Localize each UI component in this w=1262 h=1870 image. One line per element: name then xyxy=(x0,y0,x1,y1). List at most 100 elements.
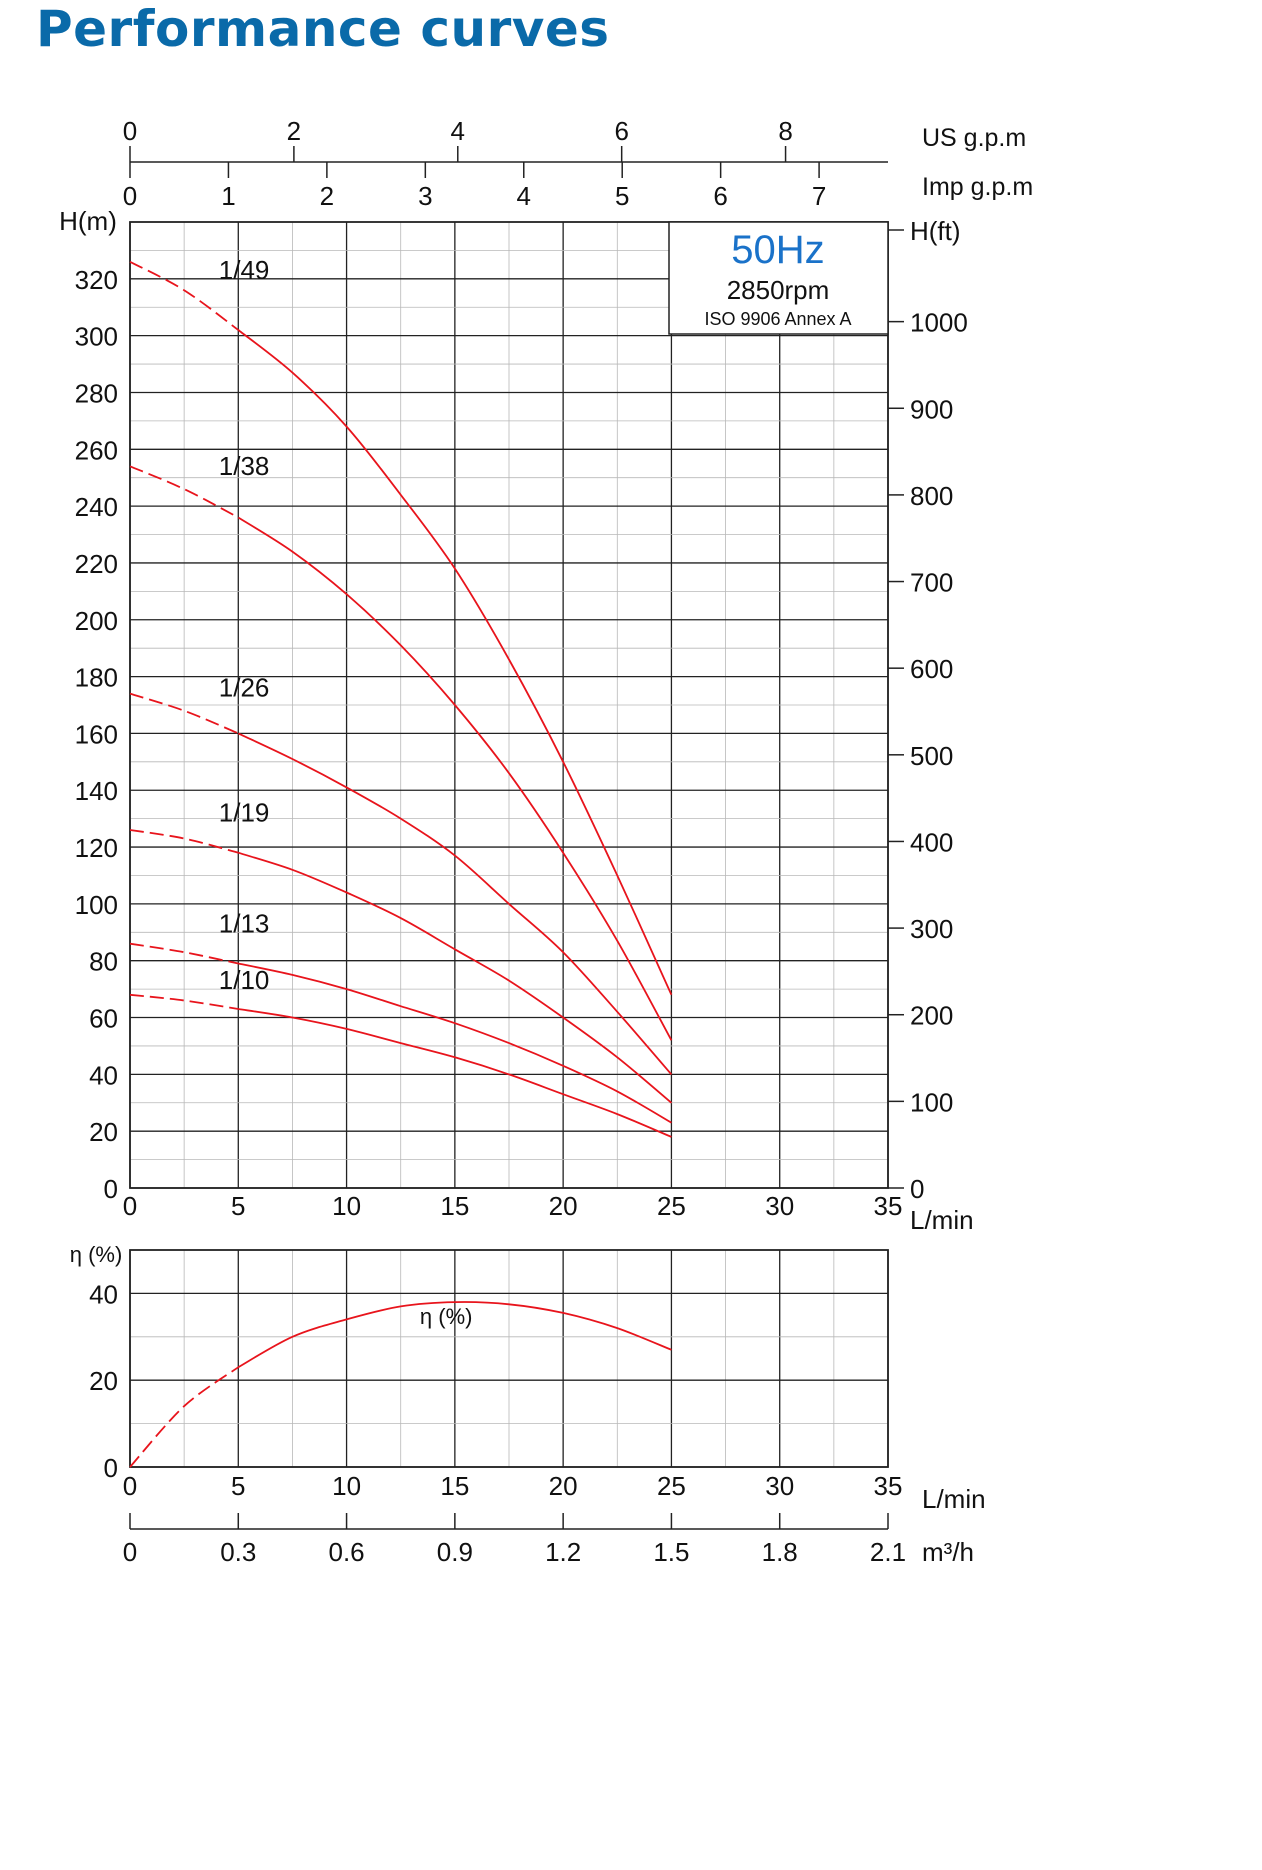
ft-tick-label: 100 xyxy=(910,1087,953,1117)
eff-x-tick-label: 35 xyxy=(874,1471,903,1501)
stage-1-26-curve xyxy=(237,732,673,1075)
head-y-tick-label: 40 xyxy=(89,1060,118,1090)
eff-x-tick-label: 5 xyxy=(231,1471,245,1501)
ft-axis-label: H(ft) xyxy=(910,216,961,246)
eff-y-tick-label: 0 xyxy=(104,1453,118,1483)
series-label: 1/26 xyxy=(219,672,270,702)
ft-tick-label: 1000 xyxy=(910,308,968,338)
head-y-tick-label: 80 xyxy=(89,947,118,977)
head-x-tick-label: 35 xyxy=(874,1191,903,1221)
head-x-tick-label: 0 xyxy=(123,1191,137,1221)
frame-layer xyxy=(129,146,904,1530)
head-y-tick-label: 320 xyxy=(75,265,118,295)
efficiency-curve xyxy=(237,1301,672,1368)
stage-1-13-curve-dashed xyxy=(129,942,239,965)
series-label: 1/49 xyxy=(219,255,270,285)
m3h-tick-label: 1.5 xyxy=(653,1537,689,1567)
imp-gpm-axis-label: Imp g.p.m xyxy=(922,173,1033,201)
eff-y-axis-label: η (%) xyxy=(70,1242,123,1267)
head-y-tick-label: 260 xyxy=(75,435,118,465)
stage-1-13-curve xyxy=(238,962,672,1124)
head-y-tick-label: 100 xyxy=(75,890,118,920)
eff-y-tick-label: 20 xyxy=(89,1366,118,1396)
ft-tick-label: 500 xyxy=(910,741,953,771)
head-y-tick-label: 0 xyxy=(104,1174,118,1204)
stage-1-26-curve-dashed xyxy=(129,692,239,735)
imp-gpm-tick-label: 4 xyxy=(517,181,531,211)
eff-y-tick-label: 40 xyxy=(89,1279,118,1309)
series-label: 1/19 xyxy=(219,797,270,827)
info-box xyxy=(668,221,889,335)
standard-label: ISO 9906 Annex A xyxy=(704,309,851,329)
frequency-label: 50Hz xyxy=(731,228,824,272)
m3h-axis-label: m³/h xyxy=(922,1537,974,1567)
imp-gpm-tick-label: 1 xyxy=(221,181,235,211)
head-x-tick-label: 25 xyxy=(657,1191,686,1221)
ft-tick-label: 0 xyxy=(910,1174,924,1204)
stage-1-10-curve xyxy=(238,1008,672,1138)
us-gpm-tick-label: 6 xyxy=(614,116,628,146)
imp-gpm-tick-label: 5 xyxy=(615,181,629,211)
stage-1-38-curve-dashed xyxy=(129,465,239,519)
series-label: 1/13 xyxy=(219,908,270,938)
ft-tick-label: 700 xyxy=(910,568,953,598)
head-y-tick-label: 180 xyxy=(75,663,118,693)
eff-x-tick-label: 20 xyxy=(549,1471,578,1501)
series-label: 1/10 xyxy=(219,965,270,995)
ft-tick-label: 600 xyxy=(910,654,953,684)
imp-gpm-tick-label: 2 xyxy=(320,181,334,211)
m3h-tick-label: 1.2 xyxy=(545,1537,581,1567)
head-x-tick-label: 30 xyxy=(765,1191,794,1221)
ft-tick-label: 200 xyxy=(910,1001,953,1031)
series-label: 1/38 xyxy=(219,451,270,481)
ft-tick-label: 900 xyxy=(910,394,953,424)
grid-layer xyxy=(129,221,889,1468)
eff-x-axis-label: L/min xyxy=(922,1484,986,1514)
stage-1-19-curve-dashed xyxy=(129,829,239,854)
head-y-tick-label: 140 xyxy=(75,776,118,806)
imp-gpm-tick-label: 0 xyxy=(123,181,137,211)
head-plot-frame xyxy=(129,221,889,1189)
imp-gpm-tick-label: 7 xyxy=(812,181,826,211)
head-x-tick-label: 15 xyxy=(440,1191,469,1221)
m3h-tick-label: 2.1 xyxy=(870,1537,906,1567)
head-y-tick-label: 160 xyxy=(75,719,118,749)
m3h-tick-label: 0.3 xyxy=(220,1537,256,1567)
eff-x-tick-label: 15 xyxy=(440,1471,469,1501)
stage-1-10-curve-dashed xyxy=(129,993,239,1010)
speed-label: 2850rpm xyxy=(727,275,830,305)
ft-tick-label: 300 xyxy=(910,914,953,944)
head-y-tick-label: 300 xyxy=(75,322,118,352)
curves-layer xyxy=(129,261,673,1468)
head-x-tick-label: 10 xyxy=(332,1191,361,1221)
us-gpm-tick-label: 4 xyxy=(451,116,465,146)
stage-1-19-curve xyxy=(238,851,672,1104)
us-gpm-axis-label: US g.p.m xyxy=(922,124,1026,152)
stage-1-38-curve xyxy=(237,516,673,1041)
stage-1-49-curve xyxy=(237,329,673,996)
us-gpm-tick-label: 2 xyxy=(287,116,301,146)
m3h-tick-label: 0.9 xyxy=(437,1537,473,1567)
m3h-tick-label: 0 xyxy=(123,1537,137,1567)
m3h-tick-label: 1.8 xyxy=(762,1537,798,1567)
head-x-tick-label: 20 xyxy=(549,1191,578,1221)
eff-x-tick-label: 0 xyxy=(123,1471,137,1501)
efficiency-curve-label: η (%) xyxy=(420,1304,473,1329)
head-y-tick-label: 280 xyxy=(75,378,118,408)
imp-gpm-tick-label: 3 xyxy=(418,181,432,211)
ft-tick-label: 400 xyxy=(910,827,953,857)
us-gpm-tick-label: 0 xyxy=(123,116,137,146)
imp-gpm-tick-label: 6 xyxy=(713,181,727,211)
head-y-tick-label: 20 xyxy=(89,1117,118,1147)
stage-1-49-curve-dashed xyxy=(129,261,239,331)
head-y-tick-label: 60 xyxy=(89,1004,118,1034)
head-y-tick-label: 200 xyxy=(75,606,118,636)
eff-plot-frame xyxy=(129,1249,889,1468)
eff-x-tick-label: 25 xyxy=(657,1471,686,1501)
head-x-tick-label: 5 xyxy=(231,1191,245,1221)
m3h-tick-label: 0.6 xyxy=(328,1537,364,1567)
head-y-tick-label: 120 xyxy=(75,833,118,863)
head-y-axis-label: H(m) xyxy=(59,206,117,236)
